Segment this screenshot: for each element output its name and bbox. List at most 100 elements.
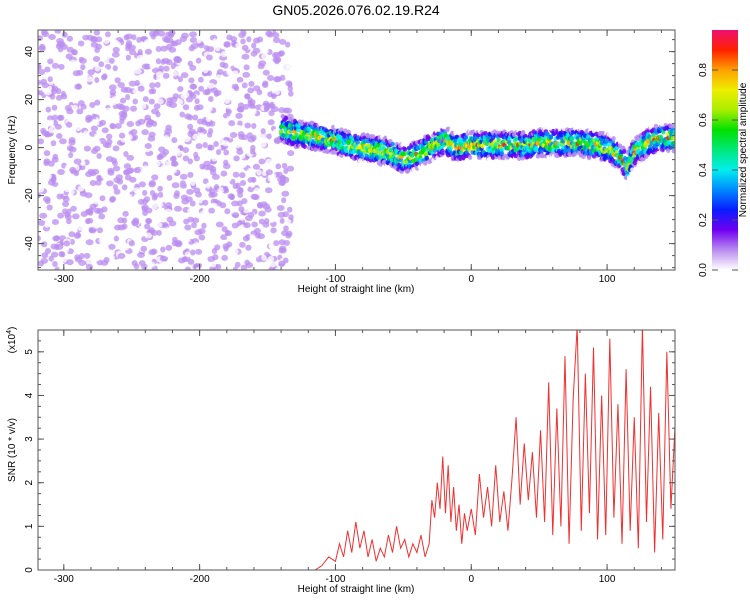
heatmap-cell xyxy=(180,228,186,235)
heatmap-cell xyxy=(196,37,202,44)
heatmap-cell xyxy=(201,193,207,200)
heatmap-cell xyxy=(499,147,505,153)
heatmap-cell xyxy=(140,245,148,252)
heatmap-cell xyxy=(211,155,218,162)
heatmap-cell xyxy=(250,134,257,141)
heatmap-cell xyxy=(185,96,193,103)
heatmap-cell xyxy=(68,137,76,144)
heatmap-cell xyxy=(108,99,117,106)
heatmap-cell xyxy=(159,255,168,262)
heatmap-cell xyxy=(211,248,218,255)
heatmap-cell xyxy=(209,261,217,268)
heatmap-cell xyxy=(670,123,675,129)
heatmap-cell xyxy=(86,259,93,266)
heatmap-cell xyxy=(163,190,170,197)
heatmap-cell xyxy=(51,85,59,92)
heatmap-cell xyxy=(238,214,246,221)
heatmap-cell xyxy=(604,138,610,144)
heatmap-cell xyxy=(47,58,54,65)
heatmap-cell xyxy=(448,145,453,151)
heatmap-cell xyxy=(334,124,339,129)
heatmap-cell xyxy=(197,183,205,190)
x-tick-label: 0 xyxy=(468,274,474,285)
heatmap-cell xyxy=(77,219,85,226)
heatmap-cell xyxy=(225,108,232,115)
heatmap-cell xyxy=(220,234,228,241)
heatmap-cell xyxy=(202,89,210,96)
heatmap-cell xyxy=(283,225,289,232)
heatmap-cell xyxy=(160,86,169,93)
heatmap-cell xyxy=(133,146,140,153)
heatmap-cell xyxy=(44,166,50,173)
y-tick-label: 0 xyxy=(24,567,35,573)
heatmap-cell xyxy=(266,133,272,140)
heatmap-cell xyxy=(79,164,86,171)
heatmap-cell xyxy=(221,140,230,147)
heatmap-cell xyxy=(286,165,295,172)
heatmap-cell xyxy=(166,174,173,181)
heatmap-cell xyxy=(666,148,671,153)
heatmap-cell xyxy=(232,57,238,64)
heatmap-cell xyxy=(80,103,87,110)
heatmap-cell xyxy=(112,46,120,53)
heatmap-cell xyxy=(90,148,98,155)
heatmap-cell xyxy=(520,130,526,135)
heatmap-cell xyxy=(257,63,265,70)
heatmap-cell xyxy=(187,171,194,178)
heatmap-cell xyxy=(239,161,247,168)
heatmap-cell xyxy=(91,113,97,120)
heatmap-cell xyxy=(188,45,195,52)
heatmap-cell xyxy=(224,208,231,215)
heatmap-cell xyxy=(49,93,56,100)
heatmap-cell xyxy=(423,160,428,166)
heatmap-cell xyxy=(105,162,112,169)
heatmap-cell xyxy=(154,221,163,228)
heatmap-cell xyxy=(583,140,589,146)
heatmap-cell xyxy=(222,260,230,267)
heatmap-cell xyxy=(242,146,250,153)
heatmap-cell xyxy=(125,54,132,61)
heatmap-cell xyxy=(285,80,293,87)
heatmap-cell xyxy=(206,46,215,53)
heatmap-cell xyxy=(199,210,208,217)
heatmap-cell xyxy=(279,38,287,45)
heatmap-cell xyxy=(62,196,70,203)
heatmap-cell xyxy=(71,49,78,56)
heatmap-cell xyxy=(174,39,182,46)
heatmap-cell xyxy=(186,188,194,195)
heatmap-cell xyxy=(69,166,77,173)
colorbar-tick-label: 0.2 xyxy=(698,213,709,227)
heatmap-cell xyxy=(168,220,177,227)
heatmap-cell xyxy=(83,130,90,137)
heatmap-cell xyxy=(65,53,73,60)
heatmap-cell xyxy=(119,97,127,104)
heatmap-cell xyxy=(98,213,106,220)
heatmap-cell xyxy=(249,148,256,155)
heatmap-cell xyxy=(236,76,244,83)
heatmap-cell xyxy=(42,233,51,240)
heatmap-cell xyxy=(66,108,74,115)
heatmap-cell xyxy=(245,116,252,123)
heatmap-cell xyxy=(155,111,161,118)
heatmap-cell xyxy=(52,261,58,268)
heatmap-cell xyxy=(94,47,100,54)
heatmap-cell xyxy=(208,96,214,103)
heatmap-cell xyxy=(187,158,193,165)
heatmap-cell xyxy=(43,160,50,167)
heatmap-cell xyxy=(43,89,52,96)
heatmap-cell xyxy=(514,136,519,141)
heatmap-cell xyxy=(264,104,271,111)
heatmap-cell xyxy=(225,176,232,183)
heatmap-cell xyxy=(160,246,166,253)
heatmap-cell xyxy=(251,122,257,129)
heatmap-cell xyxy=(273,240,280,247)
heatmap-cell xyxy=(117,252,126,259)
heatmap-cell xyxy=(219,61,226,68)
heatmap-cell xyxy=(214,45,221,52)
heatmap-cell xyxy=(38,68,46,75)
heatmap-cell xyxy=(187,208,193,215)
heatmap-cell xyxy=(109,266,116,270)
heatmap-cell xyxy=(38,235,41,242)
heatmap-cell xyxy=(250,193,259,200)
heatmap-cell xyxy=(545,131,550,137)
